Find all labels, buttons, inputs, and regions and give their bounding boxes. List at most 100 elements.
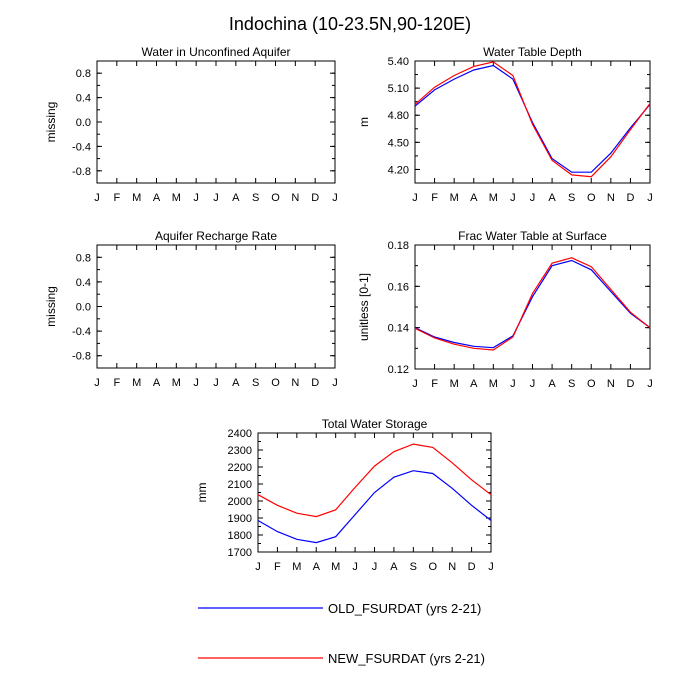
plot-frame [96,244,336,369]
x-tick-label: S [252,192,259,204]
x-tick-label: A [470,378,478,390]
x-tick-label: J [332,377,338,389]
y-tick-label: -0.4 [72,141,91,153]
y-tick-label: 2000 [228,496,252,508]
x-tick-label: O [587,378,596,390]
panel-title: Water Table Depth [483,45,582,59]
x-tick-label: M [292,561,301,573]
x-tick-label: A [153,377,161,389]
legend-label: NEW_FSURDAT (yrs 2-21) [328,651,485,666]
series-line-new-fsurdat [414,61,651,178]
x-tick-label: J [647,378,653,390]
x-tick-label: O [587,192,596,204]
x-tick-label: M [489,192,498,204]
y-tick-label: 4.50 [388,137,409,149]
x-tick-label: S [410,561,417,573]
series-line-old-fsurdat [257,470,492,544]
y-tick-label: 2300 [228,445,252,457]
x-tick-label: N [291,377,299,389]
x-tick-label: D [626,192,634,204]
panel-title: Water in Unconfined Aquifer [142,45,291,59]
x-tick-label: N [607,192,615,204]
x-tick-label: J [488,561,494,573]
x-tick-label: A [232,192,240,204]
x-tick-label: J [412,192,418,204]
x-tick-label: O [271,192,280,204]
x-tick-label: J [94,377,100,389]
x-tick-label: M [450,192,459,204]
x-tick-label: A [390,561,398,573]
x-tick-label: A [153,192,161,204]
y-tick-label: -0.4 [72,326,91,338]
y-tick-label: -0.8 [72,351,91,363]
x-tick-label: S [252,377,259,389]
legend-label: OLD_FSURDAT (yrs 2-21) [328,601,481,616]
y-tick-label: 0.0 [76,302,91,314]
y-tick-label: 5.40 [388,56,409,68]
x-tick-label: N [448,561,456,573]
y-tick-label: 4.20 [388,164,409,176]
x-tick-label: J [352,561,358,573]
x-tick-label: A [232,377,240,389]
x-tick-label: J [213,377,219,389]
x-tick-label: M [489,378,498,390]
x-tick-label: J [647,192,653,204]
y-axis-label: missing [44,286,58,327]
panel-title: Aquifer Recharge Rate [155,229,277,243]
y-tick-label: 0.12 [388,364,409,376]
x-tick-label: D [311,192,319,204]
x-tick-label: J [412,378,418,390]
x-tick-label: S [568,192,575,204]
x-tick-label: J [193,192,199,204]
y-tick-label: -0.8 [72,166,91,178]
y-tick-label: 0.16 [388,281,409,293]
x-tick-label: S [568,378,575,390]
y-tick-label: 2200 [228,462,252,474]
x-tick-label: O [271,377,280,389]
y-tick-label: 1800 [228,530,252,542]
x-tick-label: A [548,378,556,390]
y-tick-label: 1900 [228,513,252,525]
x-tick-label: A [470,192,478,204]
y-axis-label: unitless [0-1] [357,273,371,341]
x-tick-label: A [313,561,321,573]
x-tick-label: M [331,561,340,573]
x-tick-label: J [510,378,516,390]
x-tick-label: J [510,192,516,204]
y-axis-label: missing [44,102,58,143]
x-tick-label: M [450,378,459,390]
x-tick-label: F [431,378,438,390]
series-line-new-fsurdat [257,443,492,518]
y-tick-label: 1700 [228,547,252,559]
x-tick-label: N [291,192,299,204]
x-tick-label: A [548,192,556,204]
series-line-old-fsurdat [414,64,651,173]
y-axis-label: m [357,117,371,127]
figure-title: Indochina (10-23.5N,90-120E) [229,14,471,34]
x-tick-label: F [431,192,438,204]
x-tick-label: D [311,377,319,389]
plot-frame [414,244,651,370]
x-tick-label: J [372,561,378,573]
x-tick-label: M [172,377,181,389]
x-tick-label: F [113,192,120,204]
y-axis-label: mm [195,483,209,503]
x-tick-label: J [255,561,261,573]
panel-title: Total Water Storage [322,417,428,431]
y-tick-label: 5.10 [388,83,409,95]
y-tick-label: 0.18 [388,240,409,252]
y-tick-label: 0.8 [76,252,91,264]
y-tick-label: 2100 [228,479,252,491]
x-tick-label: N [607,378,615,390]
y-tick-label: 0.8 [76,68,91,80]
x-tick-label: M [172,192,181,204]
y-tick-label: 0.14 [388,323,409,335]
y-tick-label: 4.80 [388,110,409,122]
x-tick-label: J [94,192,100,204]
